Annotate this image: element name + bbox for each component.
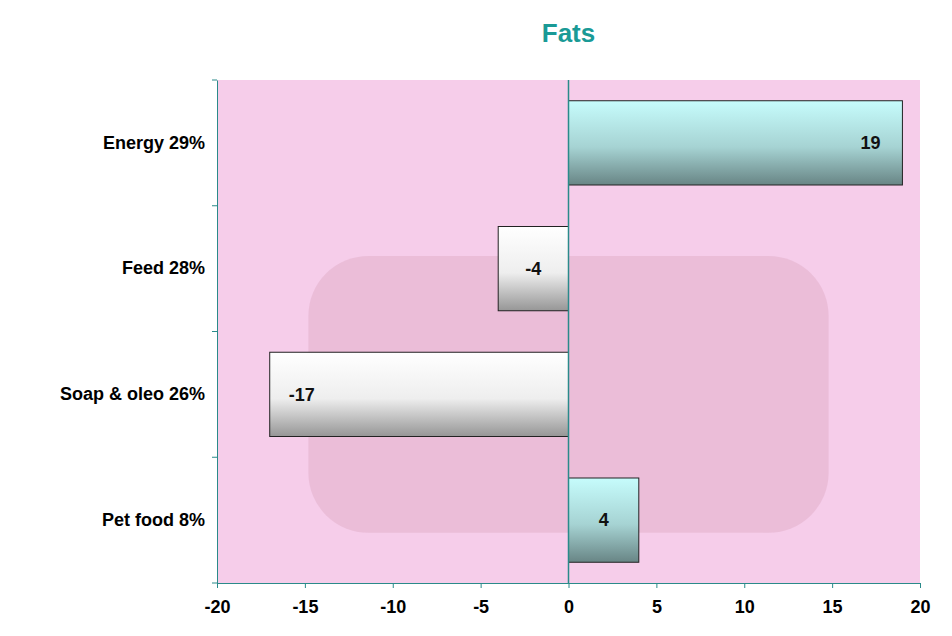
y-tick-label: Feed 28% [122,258,205,278]
data-label: -17 [289,385,315,405]
bar [569,101,903,185]
y-tick: Feed 28% [122,258,217,278]
x-tick-label: -20 [204,597,230,617]
x-tick-mark [656,583,657,588]
x-tick-label: 20 [910,597,930,617]
y-tick-label: Pet food 8% [102,510,205,530]
bar [569,478,639,562]
data-labels: 19 -4 -17 4 [289,133,881,530]
plot-background [217,80,920,583]
x-tick-mark [744,583,745,588]
y-boundary-tick [212,331,217,332]
y-tick-label: Soap & oleo 26% [60,384,205,404]
x-tick-label: 15 [823,597,843,617]
y-boundary-tick [212,583,217,584]
y-tick-label: Energy 29% [103,133,205,153]
data-label: 4 [599,510,609,530]
y-axis-line [217,81,218,584]
x-tick: -20 [204,583,230,617]
data-label: -4 [525,259,541,279]
x-tick-mark [481,583,482,588]
x-tick-label: 10 [735,597,755,617]
bar [270,352,569,436]
x-tick: 20 [910,583,930,617]
zero-line [568,80,570,583]
x-tick-mark [217,583,218,588]
x-tick: 15 [823,583,843,617]
x-tick-label: 0 [564,597,574,617]
bars [270,101,903,563]
data-label: 19 [860,133,880,153]
x-tick-label: -15 [292,597,318,617]
x-tick: -5 [473,583,489,617]
x-axis: -20 -15 -10 -5 0 5 10 15 20 [204,583,930,617]
y-boundary-tick [212,457,217,458]
bar [498,226,568,310]
x-tick: 0 [564,583,574,617]
y-axis: Energy 29% Feed 28% Soap & oleo 26% Pet foo… [60,81,218,584]
y-tick: Soap & oleo 26% [60,384,217,404]
x-tick-label: -10 [380,597,406,617]
y-tick: Pet food 8% [102,510,217,530]
x-tick-mark [393,583,394,588]
x-tick: -15 [292,583,318,617]
x-tick: -10 [380,583,406,617]
y-boundary-tick [212,80,217,81]
y-boundary-tick [212,205,217,206]
x-tick-mark [832,583,833,588]
title: Fats [542,18,595,48]
y-tick: Energy 29% [103,133,217,153]
x-tick-mark [305,583,306,588]
x-tick-label: -5 [473,597,489,617]
x-tick-label: 5 [652,597,662,617]
x-tick: 5 [652,583,662,617]
x-tick-mark [569,583,570,588]
chart: -20 -15 -10 -5 0 5 10 15 20 Energy 29% Feed 28% Soa… [0,0,952,636]
x-tick-mark [920,583,921,588]
x-tick: 10 [735,583,755,617]
